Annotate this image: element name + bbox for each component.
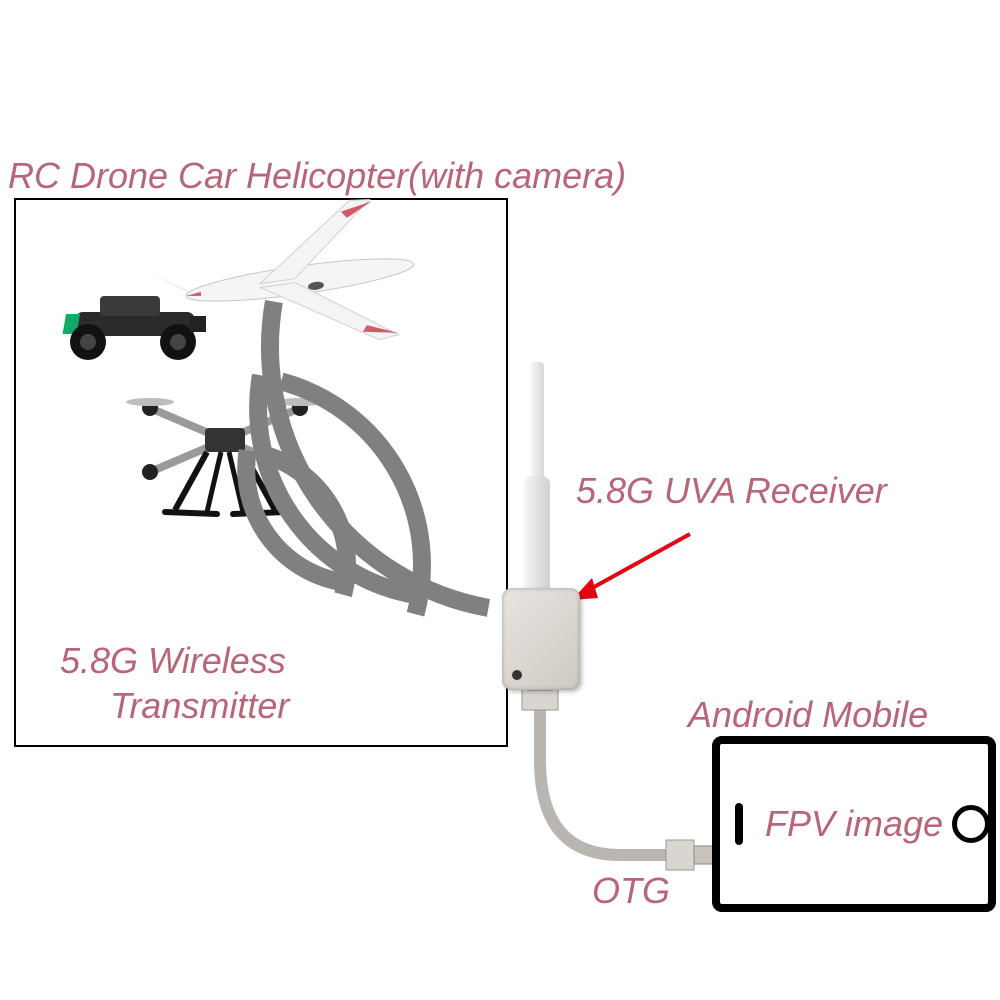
otg-cable [522, 670, 714, 870]
phone-speaker [735, 803, 743, 845]
tx-label-line2: Transmitter [110, 685, 289, 727]
receiver-antenna-base [524, 476, 550, 596]
receiver-label: 5.8G UVA Receiver [576, 470, 887, 512]
tx-label-line1: 5.8G Wireless [60, 640, 286, 682]
fpv-label: FPV image [765, 803, 943, 845]
receiver-arrow [572, 534, 690, 600]
title-text: RC Drone Car Helicopter(with camera) [8, 155, 626, 197]
phone-home-button [952, 805, 990, 843]
otg-label: OTG [592, 870, 670, 912]
android-label: Android Mobile [688, 694, 928, 736]
receiver-antenna-tip [530, 362, 544, 488]
phone-outline: FPV image [712, 736, 996, 912]
receiver-body [502, 588, 580, 690]
